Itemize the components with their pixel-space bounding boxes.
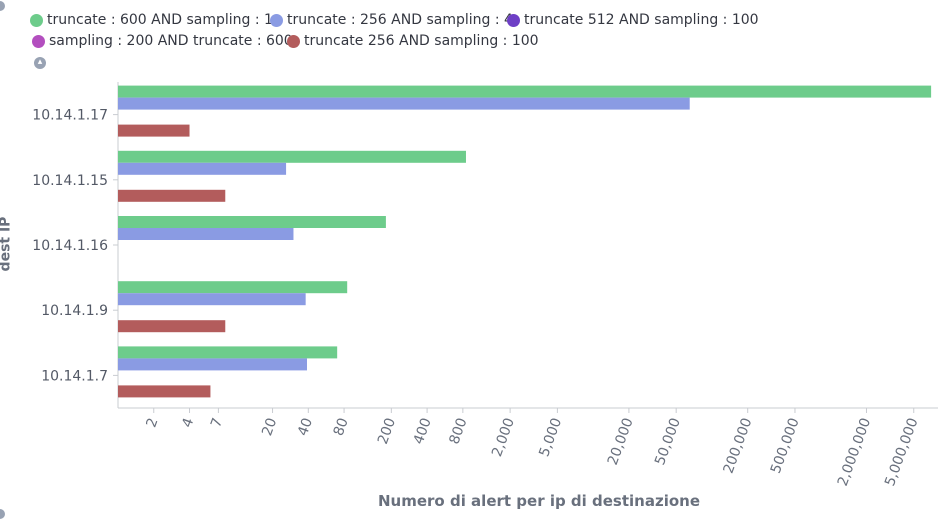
bar[interactable] [118, 320, 226, 333]
x-tick-label: 5,000,000 [882, 416, 921, 488]
bar[interactable] [118, 85, 932, 98]
y-tick-label: 10.14.1.17 [32, 108, 108, 124]
x-tick-label: 2,000,000 [835, 416, 874, 488]
bar[interactable] [118, 216, 386, 228]
bar[interactable] [118, 124, 190, 137]
bar[interactable] [118, 189, 226, 202]
x-axis-title: Numero di alert per ip di destinazione [378, 492, 701, 510]
x-tick-label: 400 [411, 416, 435, 447]
edge-handle-top [0, 1, 5, 11]
x-tick-label: 200 [375, 416, 399, 447]
bar[interactable] [118, 162, 287, 175]
bar[interactable] [118, 293, 306, 306]
x-tick-label: 200,000 [721, 416, 756, 476]
legend-item-series-1[interactable]: truncate : 600 AND sampling : 1 [30, 12, 273, 28]
legend-label: truncate : 256 AND sampling : 4 [287, 12, 513, 28]
legend-item-series-5[interactable]: truncate 256 AND sampling : 100 [287, 33, 539, 49]
bar[interactable] [118, 150, 466, 163]
legend-swatch [270, 13, 283, 27]
bar[interactable] [118, 97, 690, 110]
y-tick-label: 10.14.1.7 [41, 368, 108, 384]
legend-swatch [287, 34, 300, 48]
x-tick-label: 4 [179, 416, 197, 430]
legend-collapse-toggle[interactable]: ▴ [34, 57, 46, 69]
x-tick-label: 2,000 [489, 416, 518, 459]
x-tick-label: 2 [143, 416, 161, 430]
x-tick-label: 40 [295, 416, 316, 438]
legend-swatch [507, 13, 520, 27]
bar[interactable] [118, 385, 211, 398]
x-tick-label: 5,000 [536, 416, 565, 459]
x-tick-label: 7 [208, 416, 226, 430]
y-axis-title: dest IP [0, 216, 14, 272]
legend-item-series-4[interactable]: sampling : 200 AND truncate : 600 [32, 33, 293, 49]
legend-swatch [32, 34, 45, 48]
legend-item-series-3[interactable]: truncate 512 AND sampling : 100 [507, 12, 759, 28]
bar[interactable] [118, 358, 307, 371]
edge-handle-bottom [0, 509, 5, 519]
y-tick-label: 10.14.1.15 [32, 173, 108, 189]
x-tick-label: 20 [259, 416, 280, 438]
legend-item-series-2[interactable]: truncate : 256 AND sampling : 4 [270, 12, 513, 28]
x-tick-label: 800 [446, 416, 470, 447]
legend-label: sampling : 200 AND truncate : 600 [49, 33, 293, 49]
x-tick-label: 50,000 [652, 416, 684, 468]
bar[interactable] [118, 281, 348, 294]
y-tick-label: 10.14.1.9 [41, 303, 108, 319]
legend-label: truncate : 600 AND sampling : 1 [47, 12, 273, 28]
bar[interactable] [118, 228, 294, 240]
bar[interactable] [118, 346, 338, 359]
chevron-up-icon: ▴ [37, 57, 43, 67]
x-tick-label: 20,000 [605, 416, 637, 468]
x-tick-label: 500,000 [768, 416, 803, 476]
legend-label: truncate 512 AND sampling : 100 [524, 12, 759, 28]
legend-swatch [30, 13, 43, 27]
x-tick-label: 80 [331, 416, 352, 438]
legend-label: truncate 256 AND sampling : 100 [304, 33, 539, 49]
y-tick-label: 10.14.1.16 [32, 238, 108, 254]
